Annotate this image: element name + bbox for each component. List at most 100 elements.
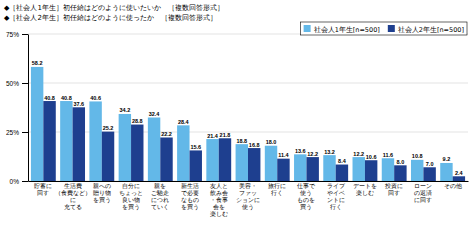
data-label: 13.2 xyxy=(324,149,335,155)
tick-label-line: 回す xyxy=(37,189,49,197)
tick-label: 生活費（食費など）に充てる xyxy=(55,182,91,210)
data-label: 28.4 xyxy=(178,119,190,125)
tick-label-line: 親への xyxy=(93,182,111,189)
tick-mark xyxy=(22,83,28,84)
legend-label: 社会人1年生[n=500] xyxy=(314,26,380,34)
data-label: 8.0 xyxy=(397,159,405,165)
tick-mark xyxy=(22,34,28,35)
bar xyxy=(306,157,318,181)
x-tick: 投資に回す xyxy=(384,182,403,197)
bar xyxy=(31,67,43,181)
tick-label-line: 新生活 xyxy=(181,182,199,189)
data-label: 15.6 xyxy=(190,144,201,150)
tick-label-line: ントに xyxy=(327,196,345,203)
bar xyxy=(160,137,172,181)
bar-series xyxy=(43,101,465,181)
x-tick: 親への贈り物を買う xyxy=(93,182,111,204)
data-label: 18.0 xyxy=(266,139,277,145)
tick-label-line: 行く xyxy=(271,189,283,197)
x-tick: 自分にちょっと良い物を買う xyxy=(119,182,143,211)
legend-swatch xyxy=(388,25,395,32)
bar xyxy=(190,150,202,181)
data-label: 8.4 xyxy=(338,158,347,164)
data-label: 32.4 xyxy=(149,111,161,117)
tick-label: 仕事で使うものを買う xyxy=(296,182,316,211)
grid xyxy=(28,34,468,181)
bar xyxy=(102,132,114,181)
tick-label-line: ご馳走 xyxy=(151,189,169,196)
y-tick: 0% xyxy=(10,178,28,185)
bar xyxy=(411,160,423,181)
data-label: 18.8 xyxy=(236,138,247,144)
data-label: 12.2 xyxy=(307,151,318,157)
tick-label: 25% xyxy=(6,129,19,136)
bar xyxy=(206,139,218,181)
titles: ◆［社会人1年生］初任給はどのように使いたいか ［複数回答形式］◆［社会人2年生… xyxy=(4,4,224,22)
bar xyxy=(365,160,377,181)
tick-label: 新生活で必要なものを買う xyxy=(181,182,199,211)
tick-label-line: 友人と xyxy=(210,182,228,189)
bar xyxy=(219,138,231,181)
tick-label: 貯蓄に回す xyxy=(34,182,52,197)
x-tick: デートを楽しむ xyxy=(353,182,377,196)
axis-line xyxy=(28,35,29,182)
bar xyxy=(73,107,85,181)
data-labels: 58.240.840.634.232.428.421.418.818.013.6… xyxy=(32,60,464,175)
tick-label-line: 使う xyxy=(242,203,254,211)
data-label: 13.6 xyxy=(295,148,306,154)
x-tick: 貯蓄に回す xyxy=(34,182,52,197)
x-axis: 貯蓄に回す生活費（食費など）に充てる親への贈り物を買う自分にちょっと良い物を買う… xyxy=(29,182,469,218)
data-label: 25.2 xyxy=(103,125,114,131)
tick-label-line: 贈り物 xyxy=(93,189,111,196)
x-tick: 新生活で必要なものを買う xyxy=(181,182,199,211)
tick-label-line: 充てる xyxy=(64,203,82,210)
tick-label: 50% xyxy=(6,80,19,87)
bar xyxy=(394,165,406,181)
bar xyxy=(60,101,72,181)
tick-label-line: 楽しむ xyxy=(210,210,228,217)
bar xyxy=(294,154,306,181)
tick-label-line: の返済 xyxy=(414,189,432,196)
tick-label: 75% xyxy=(6,31,19,38)
data-label: 40.6 xyxy=(90,95,101,101)
tick-label-line: やイベ xyxy=(327,189,345,196)
bar xyxy=(236,144,248,181)
bar xyxy=(423,167,435,181)
tick-label-line: ファッ xyxy=(239,189,257,196)
data-label: 11.4 xyxy=(278,152,289,158)
grid-line xyxy=(28,83,468,84)
tick-label-line: 回す xyxy=(388,189,400,197)
tick-label: ライブやイベントに行く xyxy=(327,182,346,211)
tick-label-line: 仕事で xyxy=(296,182,316,189)
x-tick: 仕事で使うものを買う xyxy=(296,182,316,211)
y-tick: 75% xyxy=(6,31,28,38)
tick-label: 友人と飲み会・食事会を楽しむ xyxy=(210,182,228,217)
tick-label: 美容・ファッションに使う xyxy=(236,182,260,211)
bar xyxy=(148,117,160,181)
tick-label-line: 生活費 xyxy=(64,182,82,189)
x-tick: 美容・ファッションに使う xyxy=(236,182,260,211)
tick-label: その他 xyxy=(444,182,462,190)
y-tick: 25% xyxy=(6,129,28,136)
tick-label-line: 美容・ xyxy=(239,182,257,189)
x-tick: ライブやイベントに行く xyxy=(327,182,346,211)
tick-label: 旅行に行く xyxy=(268,182,286,197)
x-tick: 旅行に行く xyxy=(268,182,286,197)
tick-label-line: その他 xyxy=(444,182,462,190)
tick-label-line: ものを xyxy=(297,196,315,203)
data-label: 9.2 xyxy=(443,156,451,162)
tick-label-line: ライブ xyxy=(327,182,346,189)
bar xyxy=(89,101,101,181)
data-label: 7.0 xyxy=(426,161,434,167)
tick-label: 自分にちょっと良い物を買う xyxy=(119,182,143,211)
tick-label-line: 良い物 xyxy=(122,196,140,203)
tick-label-line: を買う xyxy=(122,203,140,211)
tick-label: 投資に回す xyxy=(384,182,403,197)
bar xyxy=(43,101,55,181)
bar xyxy=(248,148,260,181)
tick-label-line: につれ xyxy=(151,196,169,203)
tick-label-line: 自分に xyxy=(122,182,140,189)
x-tick: その他 xyxy=(444,182,462,190)
legend-swatch xyxy=(304,25,311,32)
bar xyxy=(119,114,131,181)
